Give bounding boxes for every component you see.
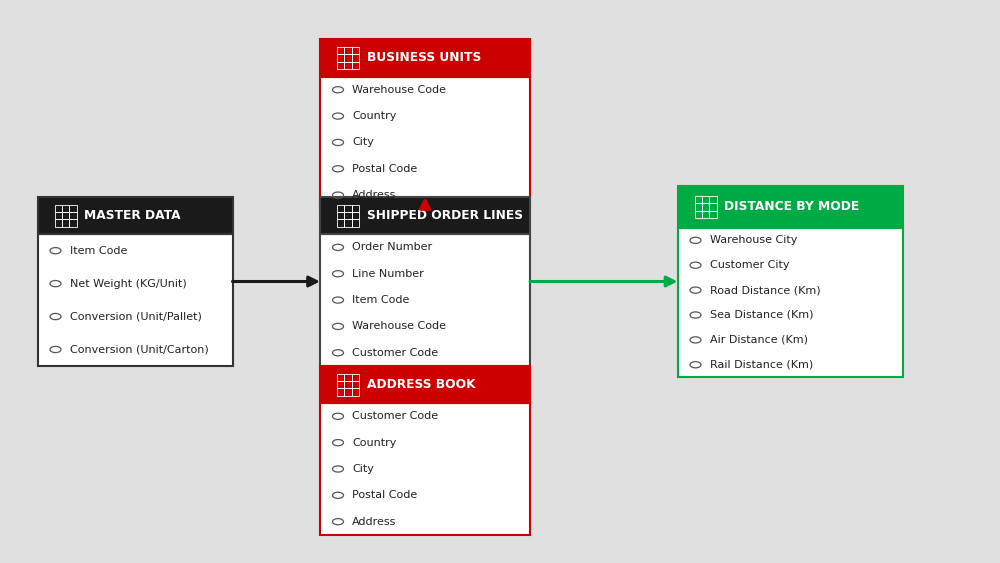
Bar <box>352 388 359 396</box>
Bar <box>38 234 232 366</box>
Text: City: City <box>352 464 374 474</box>
Bar <box>62 204 69 212</box>
Bar <box>694 203 702 211</box>
Bar <box>702 203 709 211</box>
Text: City: City <box>352 137 374 148</box>
Bar <box>352 212 359 220</box>
Bar <box>337 373 344 381</box>
Bar <box>337 381 344 388</box>
Text: Address: Address <box>352 190 396 200</box>
Bar <box>55 212 62 220</box>
Bar <box>55 220 62 227</box>
Text: Warehouse Code: Warehouse Code <box>352 321 446 332</box>
Bar <box>337 54 344 62</box>
Bar <box>69 212 76 220</box>
Text: ADDRESS BOOK: ADDRESS BOOK <box>367 378 476 391</box>
Bar <box>344 54 352 62</box>
Bar <box>337 62 344 69</box>
Bar <box>344 388 352 396</box>
Bar <box>337 212 344 220</box>
Text: Customer Code: Customer Code <box>352 348 438 358</box>
Bar <box>344 373 352 381</box>
Text: Postal Code: Postal Code <box>352 490 417 501</box>
Bar <box>352 47 359 54</box>
Bar <box>337 388 344 396</box>
Text: Warehouse City: Warehouse City <box>710 235 797 245</box>
Bar <box>352 54 359 62</box>
Bar <box>344 47 352 54</box>
Bar <box>352 373 359 381</box>
Bar <box>320 77 530 208</box>
Text: Net Weight (KG/Unit): Net Weight (KG/Unit) <box>70 279 186 289</box>
Bar <box>337 204 344 212</box>
Bar <box>352 204 359 212</box>
Bar <box>702 196 709 203</box>
Text: Sea Distance (Km): Sea Distance (Km) <box>710 310 813 320</box>
Bar <box>709 211 716 218</box>
Bar <box>709 203 716 211</box>
Text: Country: Country <box>352 437 396 448</box>
Bar <box>69 220 76 227</box>
Text: Country: Country <box>352 111 396 121</box>
Bar <box>702 211 709 218</box>
Text: BUSINESS UNITS: BUSINESS UNITS <box>367 51 481 65</box>
Bar <box>678 228 902 377</box>
Text: SHIPPED ORDER LINES: SHIPPED ORDER LINES <box>367 209 523 222</box>
Bar <box>709 196 716 203</box>
Bar <box>678 186 902 228</box>
Bar <box>344 62 352 69</box>
Text: Postal Code: Postal Code <box>352 164 417 174</box>
Text: Customer Code: Customer Code <box>352 412 438 421</box>
Bar <box>352 220 359 227</box>
Text: Warehouse Code: Warehouse Code <box>352 85 446 95</box>
Bar <box>344 381 352 388</box>
Text: DISTANCE BY MODE: DISTANCE BY MODE <box>724 200 860 213</box>
Bar <box>55 204 62 212</box>
Text: Address: Address <box>352 517 396 526</box>
Text: Item Code: Item Code <box>352 295 409 305</box>
Text: Conversion (Unit/Carton): Conversion (Unit/Carton) <box>70 345 208 355</box>
Bar <box>344 220 352 227</box>
Bar <box>320 197 530 234</box>
Bar <box>337 47 344 54</box>
Bar <box>38 197 232 234</box>
Text: MASTER DATA: MASTER DATA <box>84 209 181 222</box>
Bar <box>694 211 702 218</box>
Text: Customer City: Customer City <box>710 260 789 270</box>
Bar <box>69 204 76 212</box>
Bar <box>344 212 352 220</box>
Bar <box>352 62 359 69</box>
Bar <box>694 196 702 203</box>
Bar <box>62 212 69 220</box>
Bar <box>352 381 359 388</box>
Text: Rail Distance (Km): Rail Distance (Km) <box>710 360 813 370</box>
Text: Line Number: Line Number <box>352 269 424 279</box>
Bar <box>320 366 530 403</box>
Text: Order Number: Order Number <box>352 243 432 252</box>
Text: Air Distance (Km): Air Distance (Km) <box>710 335 808 345</box>
Text: Item Code: Item Code <box>70 245 127 256</box>
Bar <box>320 403 530 535</box>
Bar <box>62 220 69 227</box>
Text: Conversion (Unit/Pallet): Conversion (Unit/Pallet) <box>70 311 201 321</box>
Text: Road Distance (Km): Road Distance (Km) <box>710 285 820 295</box>
Bar <box>320 39 530 77</box>
Bar <box>320 234 530 366</box>
Bar <box>344 204 352 212</box>
Bar <box>337 220 344 227</box>
